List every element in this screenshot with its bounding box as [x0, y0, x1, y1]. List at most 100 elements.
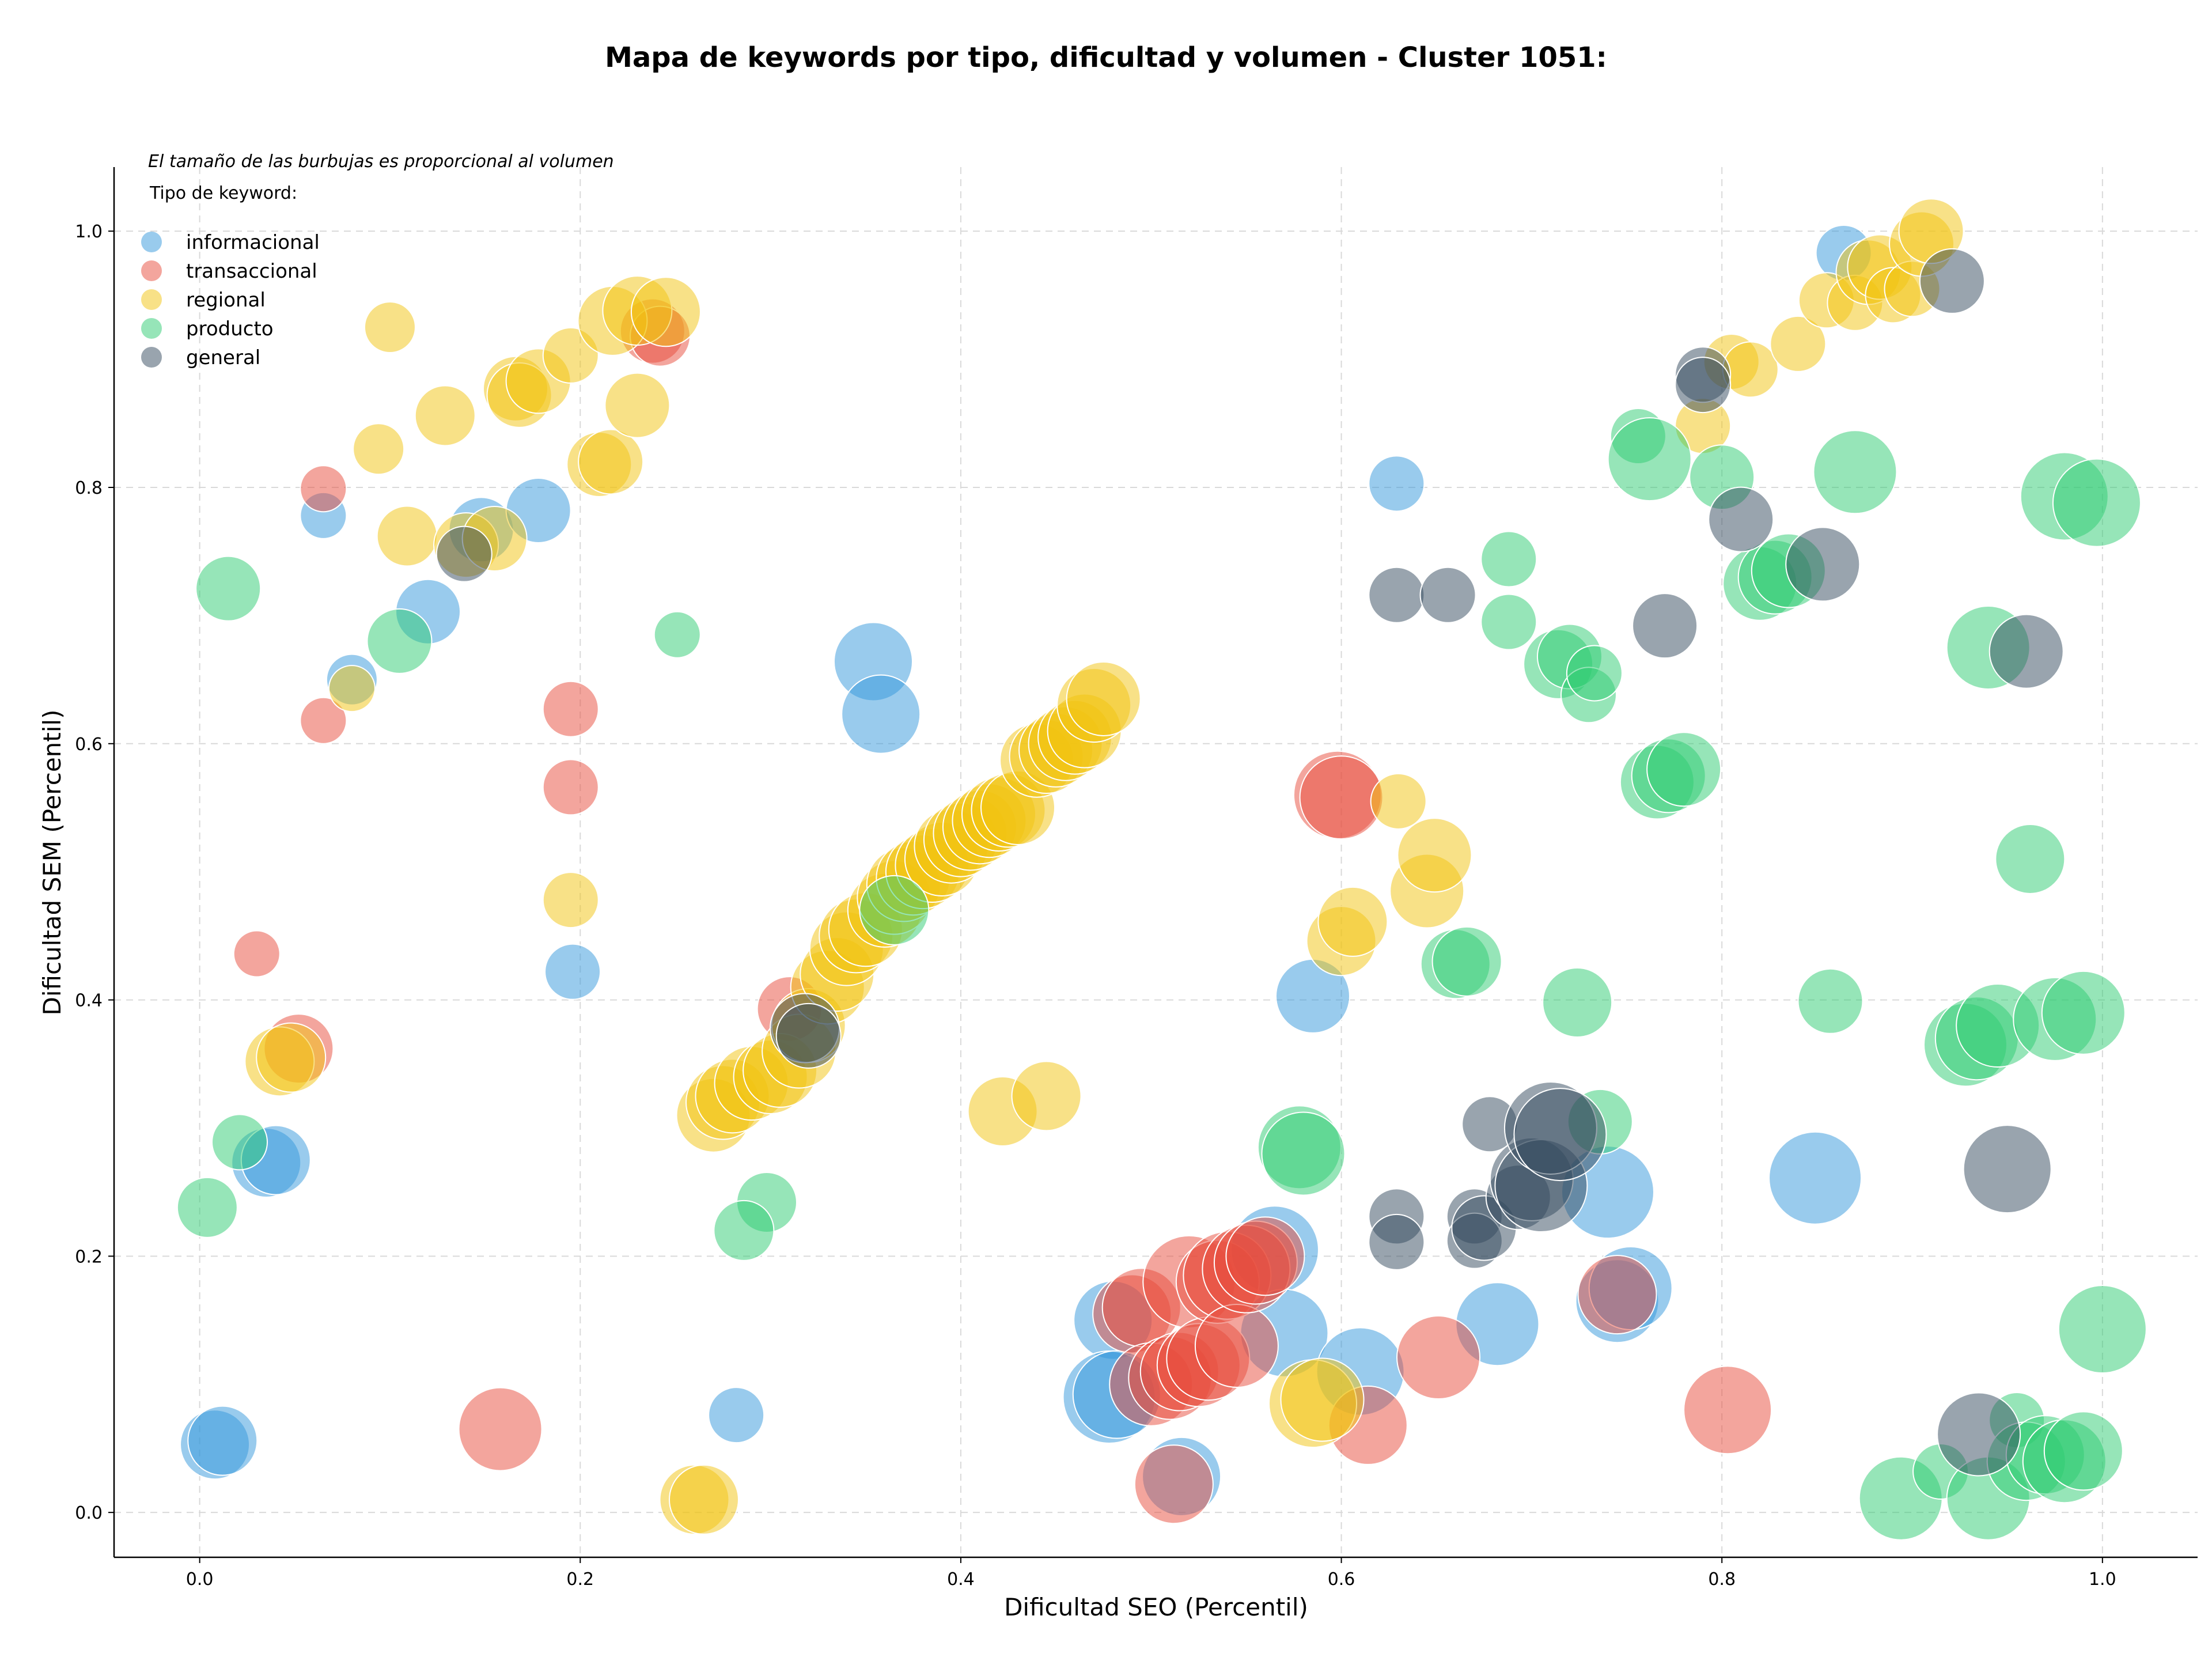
- legend-marker-transaccional: [141, 260, 162, 281]
- y-tick-label: 1.0: [75, 222, 103, 242]
- bubble-general: [1419, 566, 1476, 623]
- bubble-producto: [1797, 968, 1863, 1034]
- y-tick-label: 0.0: [75, 1503, 103, 1523]
- bubble-producto: [2041, 970, 2126, 1055]
- bubble-transaccional: [1577, 1255, 1657, 1335]
- x-tick-label: 0.8: [1708, 1569, 1736, 1590]
- bubble-general: [1785, 527, 1861, 602]
- x-axis-label: Dificultad SEO (Percentil): [1004, 1593, 1308, 1621]
- bubble-transaccional: [1683, 1365, 1772, 1455]
- bubble-informacional: [841, 674, 921, 754]
- bubble-producto: [2043, 1411, 2123, 1491]
- legend-marker-regional: [141, 289, 162, 310]
- bubble-producto: [1566, 645, 1623, 702]
- bubble-transaccional: [458, 1387, 543, 1471]
- bubble-general: [1708, 486, 1774, 553]
- bubbles-layer: [176, 198, 2147, 1541]
- bubble-general: [1963, 1125, 2052, 1214]
- bubble-producto: [176, 1176, 238, 1238]
- bubble-transaccional: [1225, 1216, 1305, 1296]
- bubble-general: [435, 525, 493, 582]
- bubble-regional: [1370, 773, 1427, 830]
- y-axis-label: Dificultad SEM (Percentil): [38, 710, 66, 1016]
- bubble-transaccional: [1299, 755, 1384, 840]
- legend-label-producto: producto: [186, 317, 274, 340]
- bubble-regional: [630, 277, 701, 347]
- bubble-general: [1513, 1088, 1607, 1182]
- legend-marker-informacional: [141, 232, 162, 252]
- bubble-regional: [256, 1022, 327, 1093]
- bubble-producto: [1646, 732, 1722, 807]
- bubble-regional: [414, 385, 476, 447]
- bubble-producto: [195, 555, 262, 622]
- bubble-general: [1919, 248, 1985, 314]
- legend: El tamaño de las burbujas es proporciona…: [141, 152, 614, 369]
- legend-label-regional: regional: [186, 289, 266, 312]
- x-tick-label: 0.2: [566, 1569, 594, 1590]
- bubble-regional: [604, 372, 671, 438]
- y-tick-label: 0.4: [75, 991, 103, 1011]
- bubble-regional: [1066, 661, 1141, 736]
- legend-label-informacional: informacional: [186, 231, 320, 254]
- y-tick-label: 0.8: [75, 478, 103, 498]
- tick-labels: 0.0 0.2 0.4 0.6 0.8 1.0 0.0 0.2 0.4 0.6 0.8 1.0: [75, 222, 2116, 1590]
- bubble-transaccional: [542, 759, 599, 816]
- bubble-regional: [542, 872, 599, 929]
- bubble-regional: [1011, 1061, 1082, 1132]
- bubble-regional: [353, 423, 405, 475]
- bubble-producto: [1813, 430, 1897, 514]
- bubble-transaccional: [1396, 1315, 1481, 1400]
- bubble-regional: [668, 1464, 739, 1535]
- bubble-general: [1675, 357, 1732, 414]
- bubble-general: [1632, 593, 1698, 659]
- bubble-transaccional: [300, 697, 347, 744]
- bubble-informacional: [1368, 455, 1425, 512]
- x-tick-label: 1.0: [2089, 1569, 2116, 1590]
- bubble-producto: [2052, 458, 2141, 547]
- bubble-regional: [1770, 315, 1827, 372]
- bubble-informacional: [544, 943, 601, 1000]
- y-tick-label: 0.2: [75, 1247, 103, 1267]
- bubble-producto: [1431, 926, 1502, 997]
- bubble-informacional: [708, 1387, 765, 1444]
- bubble-general: [775, 1002, 842, 1069]
- legend-marker-general: [141, 347, 162, 368]
- bubble-general: [1988, 614, 2064, 689]
- y-tick-label: 0.6: [75, 735, 103, 755]
- bubble-producto: [211, 1114, 268, 1171]
- bubble-transaccional: [233, 930, 281, 978]
- size-note: El tamaño de las burbujas es proporciona…: [148, 152, 614, 172]
- series-general: [435, 248, 2064, 1477]
- bubble-producto: [1995, 823, 2066, 894]
- bubble-producto: [1480, 593, 1537, 650]
- bubble-producto: [1480, 531, 1537, 588]
- legend-marker-producto: [141, 318, 162, 339]
- axes: [108, 167, 2198, 1563]
- bubble-regional: [328, 665, 376, 713]
- bubble-producto: [1542, 967, 1613, 1038]
- bubble-producto: [2058, 1285, 2147, 1374]
- bubble-regional: [578, 429, 644, 495]
- bubble-transaccional: [1194, 1304, 1279, 1388]
- bubble-transaccional: [1134, 1444, 1214, 1524]
- bubble-transaccional: [542, 680, 599, 737]
- chart-title: Mapa de keywords por tipo, dificultad y …: [605, 41, 1607, 74]
- bubble-regional: [363, 301, 416, 353]
- bubble-producto: [1261, 1111, 1346, 1196]
- bubble-general: [1368, 1213, 1425, 1270]
- bubble-producto: [859, 875, 930, 945]
- bubble-regional: [1317, 886, 1388, 957]
- bubble-regional: [1397, 818, 1472, 893]
- legend-label-transaccional: transaccional: [186, 260, 317, 283]
- legend-items: informacional transaccional regional produc…: [141, 231, 320, 369]
- x-tick-label: 0.6: [1328, 1569, 1355, 1590]
- bubble-producto: [713, 1200, 775, 1261]
- bubble-regional: [1280, 1357, 1365, 1442]
- bubble-producto: [366, 608, 433, 674]
- bubble-general: [1368, 566, 1425, 623]
- legend-label-general: general: [186, 346, 260, 369]
- x-tick-label: 0.4: [947, 1569, 975, 1590]
- bubble-transaccional: [300, 465, 347, 513]
- bubble-regional: [376, 505, 438, 567]
